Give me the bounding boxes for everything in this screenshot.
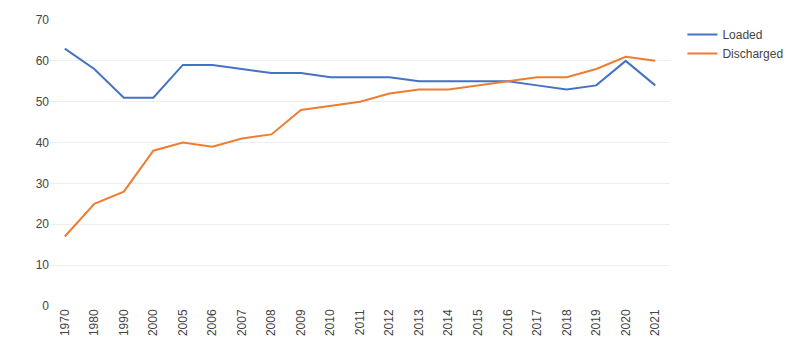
svg-text:Loaded: Loaded bbox=[722, 28, 762, 42]
svg-text:2005: 2005 bbox=[176, 309, 190, 336]
svg-text:2009: 2009 bbox=[294, 309, 308, 336]
svg-text:40: 40 bbox=[36, 136, 50, 150]
svg-text:10: 10 bbox=[36, 258, 50, 272]
svg-text:2007: 2007 bbox=[235, 309, 249, 336]
svg-text:2016: 2016 bbox=[501, 309, 515, 336]
svg-text:2011: 2011 bbox=[353, 309, 367, 335]
svg-text:2015: 2015 bbox=[471, 309, 485, 336]
svg-text:2013: 2013 bbox=[412, 309, 426, 336]
svg-text:70: 70 bbox=[36, 13, 50, 27]
svg-text:2000: 2000 bbox=[146, 309, 160, 336]
svg-text:1990: 1990 bbox=[117, 309, 131, 336]
svg-text:30: 30 bbox=[36, 177, 50, 191]
svg-text:2010: 2010 bbox=[323, 309, 337, 336]
svg-text:2020: 2020 bbox=[619, 309, 633, 336]
svg-text:2012: 2012 bbox=[382, 309, 396, 336]
svg-text:1980: 1980 bbox=[87, 309, 101, 336]
svg-text:2014: 2014 bbox=[441, 309, 455, 336]
svg-text:2006: 2006 bbox=[205, 309, 219, 336]
svg-text:2021: 2021 bbox=[648, 309, 662, 336]
svg-text:0: 0 bbox=[42, 299, 49, 313]
svg-text:60: 60 bbox=[36, 54, 50, 68]
svg-text:2019: 2019 bbox=[589, 309, 603, 336]
svg-text:1970: 1970 bbox=[58, 309, 72, 336]
svg-text:2018: 2018 bbox=[560, 309, 574, 336]
svg-text:50: 50 bbox=[36, 95, 50, 109]
svg-text:2017: 2017 bbox=[530, 309, 544, 336]
svg-text:2008: 2008 bbox=[264, 309, 278, 336]
svg-text:Discharged: Discharged bbox=[722, 47, 783, 61]
svg-text:20: 20 bbox=[36, 217, 50, 231]
